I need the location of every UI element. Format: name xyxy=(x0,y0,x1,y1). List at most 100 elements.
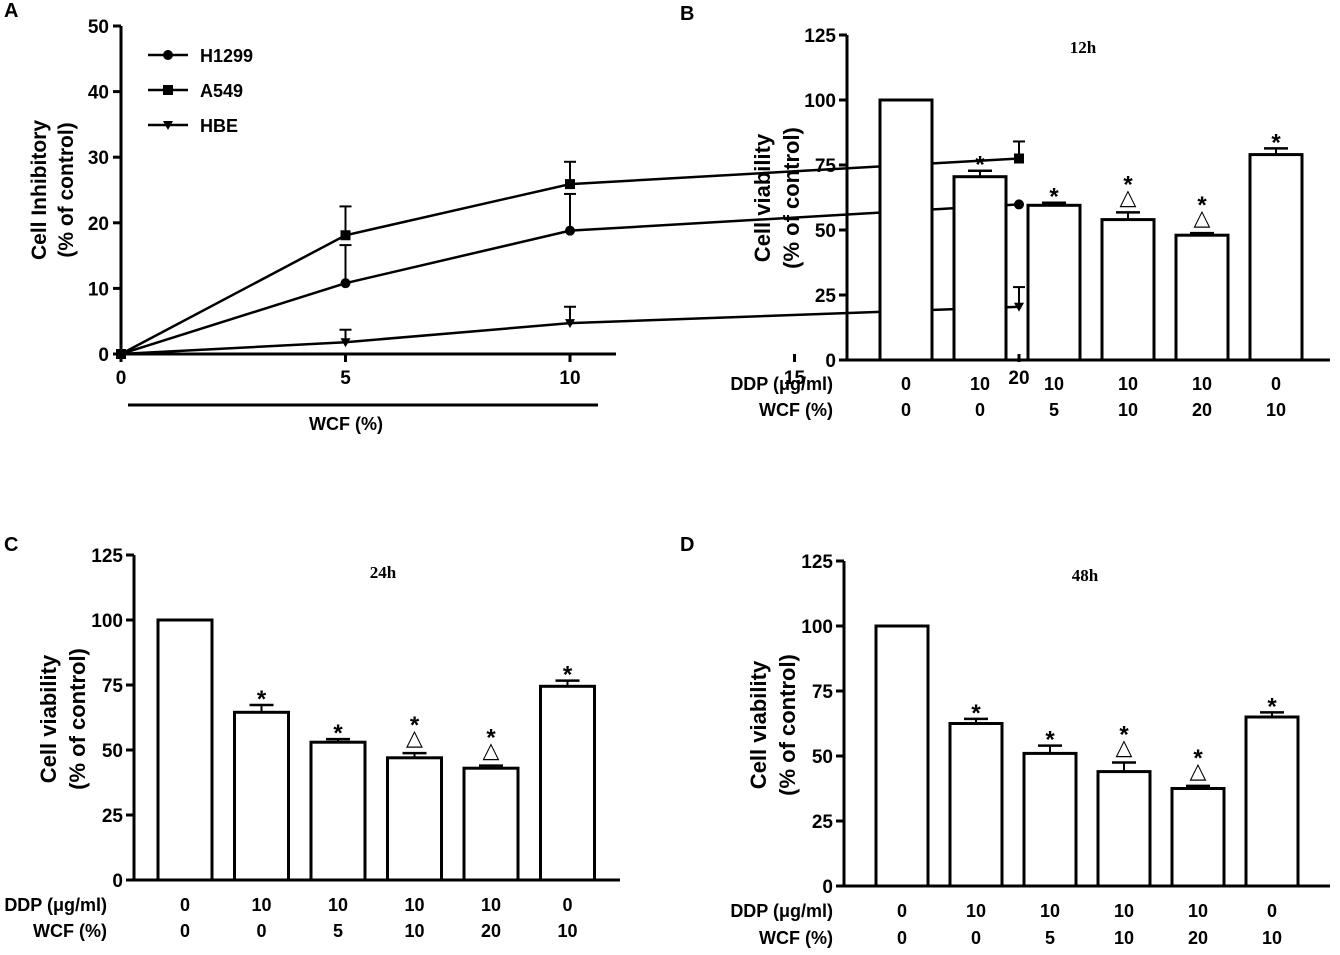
data-point xyxy=(340,230,351,241)
significance-star: * xyxy=(333,720,343,747)
ddp-value: 10 xyxy=(1114,901,1134,921)
y-tick-label: 10 xyxy=(88,279,109,300)
y-tick-label: 125 xyxy=(804,26,836,47)
chart-title: 48h xyxy=(1072,566,1099,585)
wcf-value: 10 xyxy=(404,921,424,941)
bar xyxy=(1170,787,1226,888)
significance-star: * xyxy=(1271,129,1281,156)
bar xyxy=(1244,715,1300,888)
significance-star: * xyxy=(1049,184,1059,211)
significance-star: * xyxy=(410,712,420,739)
significance-triangle: △ xyxy=(483,739,500,764)
wcf-value: 0 xyxy=(975,400,985,420)
bar xyxy=(233,710,290,882)
ddp-value: 10 xyxy=(966,901,986,921)
bar xyxy=(1026,203,1082,362)
bar xyxy=(952,175,1008,362)
y-tick-label: 50 xyxy=(102,741,123,762)
data-point xyxy=(565,319,575,329)
significance-triangle: △ xyxy=(1116,736,1133,761)
y-tick-label: 75 xyxy=(812,682,834,703)
bar xyxy=(1022,751,1078,888)
y-axis-title-line1: Cell viability xyxy=(750,133,775,262)
x-tick-label: 10 xyxy=(559,368,580,389)
x-tick-label: 15 xyxy=(784,368,806,389)
legend-marker xyxy=(163,121,173,130)
series-line xyxy=(120,157,1020,356)
x-tick-label: 5 xyxy=(340,368,351,389)
significance-star: * xyxy=(1193,745,1203,772)
significance-star: * xyxy=(1123,171,1133,198)
wcf-value: 0 xyxy=(256,921,266,941)
significance-star: * xyxy=(971,700,981,727)
panel-letter: C xyxy=(4,534,18,556)
data-point xyxy=(565,179,575,190)
significance-star: * xyxy=(1267,693,1277,720)
data-point xyxy=(1014,153,1024,164)
row-label-ddp: DDP (μg/ml) xyxy=(4,895,107,915)
y-tick-label: 25 xyxy=(815,286,837,307)
x-axis-title: WCF (%) xyxy=(309,414,383,434)
ddp-value: 10 xyxy=(404,895,424,915)
y-axis-title-line1: Cell viability xyxy=(36,654,61,783)
y-tick-label: 75 xyxy=(815,156,837,177)
bar xyxy=(874,624,930,888)
y-axis-title: Cell viability (% of control) xyxy=(750,127,804,269)
data-point xyxy=(340,338,351,348)
y-tick-label: 50 xyxy=(815,221,836,242)
x-tick-label: 20 xyxy=(1008,368,1029,389)
y-axis-title-line1: Cell viability xyxy=(746,660,771,789)
wcf-value: 20 xyxy=(1188,928,1208,948)
y-tick-label: 75 xyxy=(102,676,124,697)
ddp-value: 0 xyxy=(180,895,190,915)
y-tick-label: 0 xyxy=(112,871,123,892)
bar xyxy=(539,684,596,882)
bar xyxy=(462,766,520,882)
ddp-value: 10 xyxy=(1192,374,1212,394)
y-axis-title-line2: (% of control) xyxy=(65,648,90,790)
significance-triangle: △ xyxy=(1190,759,1207,784)
ddp-value: 10 xyxy=(251,895,271,915)
ddp-value: 10 xyxy=(1040,901,1060,921)
significance-star: * xyxy=(1045,727,1055,754)
y-tick-label: 20 xyxy=(88,214,109,235)
wcf-value: 0 xyxy=(901,400,911,420)
y-tick-label: 40 xyxy=(88,83,109,104)
legend-marker xyxy=(163,50,173,60)
chart-title: 12h xyxy=(1070,38,1097,57)
series-hbe xyxy=(116,286,1025,359)
series-line xyxy=(120,203,1020,356)
wcf-value: 5 xyxy=(1045,928,1055,948)
significance-star: * xyxy=(1197,192,1207,219)
y-tick-label: 0 xyxy=(825,351,836,372)
wcf-value: 10 xyxy=(557,921,577,941)
chart-title: 24h xyxy=(370,563,397,582)
data-point xyxy=(565,225,575,236)
bar xyxy=(1100,218,1156,362)
bar xyxy=(386,756,443,882)
ddp-value: 0 xyxy=(562,895,572,915)
wcf-value: 0 xyxy=(971,928,981,948)
bar xyxy=(1096,770,1152,888)
row-label-wcf: WCF (%) xyxy=(759,400,833,420)
significance-star: * xyxy=(1119,722,1129,749)
wcf-value: 10 xyxy=(1114,928,1134,948)
bar xyxy=(878,98,934,362)
wcf-value: 10 xyxy=(1266,400,1286,420)
y-tick-label: 0 xyxy=(98,345,109,366)
data-point xyxy=(1014,302,1024,312)
significance-star: * xyxy=(975,152,985,179)
y-tick-label: 25 xyxy=(102,806,124,827)
y-tick-label: 100 xyxy=(801,617,833,638)
wcf-value: 20 xyxy=(481,921,501,941)
ddp-value: 10 xyxy=(1188,901,1208,921)
panel-letter: B xyxy=(680,3,694,25)
row-label-ddp: DDP (μg/ml) xyxy=(730,901,833,921)
bar xyxy=(1248,153,1304,362)
ddp-value: 0 xyxy=(1271,374,1281,394)
data-point xyxy=(1014,199,1024,210)
y-tick-label: 50 xyxy=(812,747,833,768)
wcf-value: 5 xyxy=(333,921,343,941)
significance-triangle: △ xyxy=(1120,185,1137,210)
